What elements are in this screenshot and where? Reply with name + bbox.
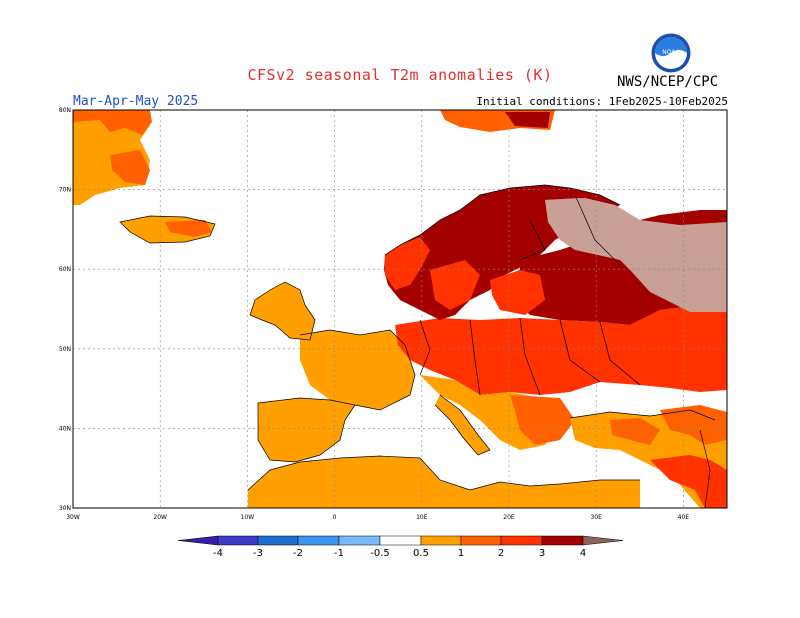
colorbar-label: 0.5 xyxy=(413,548,429,559)
colorbar-label: 3 xyxy=(539,548,545,559)
colorbar-segment xyxy=(379,535,422,546)
colorbar: -4 -3 -2 -1 -0.5 0.5 1 2 3 4 xyxy=(177,535,624,559)
colorbar-label: 1 xyxy=(458,548,464,559)
lon-label: 20W xyxy=(153,514,167,521)
lon-label: 40E xyxy=(678,514,690,521)
lon-label: 30E xyxy=(590,514,602,521)
forecast-period: Mar-Apr-May 2025 xyxy=(73,94,199,109)
colorbar-segment xyxy=(582,535,624,546)
colorbar-label: -0.5 xyxy=(370,548,390,559)
norway-coast xyxy=(385,237,430,290)
lon-label: 20E xyxy=(503,514,515,521)
colorbar-label: -2 xyxy=(293,548,303,559)
colorbar-label: 4 xyxy=(580,548,586,559)
colorbar-segment xyxy=(460,535,502,546)
lat-label: 80N xyxy=(59,107,71,114)
colorbar-segment xyxy=(177,535,219,546)
lat-label: 50N xyxy=(59,346,71,353)
lon-label: 0 xyxy=(333,514,337,521)
agency-label: NWS/NCEP/CPC xyxy=(617,74,719,90)
central-europe xyxy=(395,305,727,395)
iceland-warm xyxy=(165,220,212,237)
italy-peninsula xyxy=(435,395,490,455)
russia-brown-patch xyxy=(545,198,590,225)
map-frame xyxy=(72,109,728,509)
lat-label: 30N xyxy=(59,505,71,512)
colorbar-segment xyxy=(338,535,381,546)
figure-title: CFSv2 seasonal T2m anomalies (K) xyxy=(247,66,553,84)
longitude-labels: 30W 20W 10W 0 10E 20E 30E 40E xyxy=(66,514,689,521)
latitude-labels: 80N 70N 60N 50N 40N 30N xyxy=(59,107,71,512)
greenland-warm-2 xyxy=(110,150,150,185)
noaa-logo-icon: NOAA xyxy=(651,33,691,73)
mideast-warm xyxy=(650,455,727,508)
svalbard-dark xyxy=(505,112,550,128)
country-borders xyxy=(119,184,716,508)
lat-label: 60N xyxy=(59,266,71,273)
colorbar-segment xyxy=(420,535,462,546)
colorbar-segment xyxy=(541,535,584,546)
france xyxy=(300,330,415,410)
lon-label: 30W xyxy=(66,514,80,521)
colorbar-label: -1 xyxy=(334,548,344,559)
greenland-warm xyxy=(73,110,152,135)
noaa-logo-text: NOAA xyxy=(662,49,680,56)
initial-conditions: Initial conditions: 1Feb2025-10Feb2025 xyxy=(476,95,728,108)
colorbar-segment xyxy=(217,535,259,546)
iberia xyxy=(258,398,355,462)
colorbar-segment xyxy=(257,535,299,546)
colorbar-label: -3 xyxy=(253,548,263,559)
lat-label: 70N xyxy=(59,187,71,194)
british-isles xyxy=(250,282,315,340)
graticule xyxy=(73,110,727,508)
turkey-warm xyxy=(610,418,660,445)
colorbar-segment xyxy=(500,535,543,546)
lat-label: 40N xyxy=(59,425,71,432)
caucasus-warm xyxy=(660,405,727,445)
lon-label: 10E xyxy=(416,514,428,521)
colorbar-label: -4 xyxy=(213,548,223,559)
colorbar-segment xyxy=(297,535,340,546)
north-africa xyxy=(248,456,640,508)
anomaly-layer xyxy=(73,110,727,508)
sweden-south xyxy=(430,260,480,310)
balkan-warm xyxy=(510,395,575,445)
colorbar-label: 2 xyxy=(498,548,504,559)
lon-label: 10W xyxy=(241,514,255,521)
russia-brown xyxy=(545,198,727,312)
baltic-red xyxy=(490,270,545,315)
